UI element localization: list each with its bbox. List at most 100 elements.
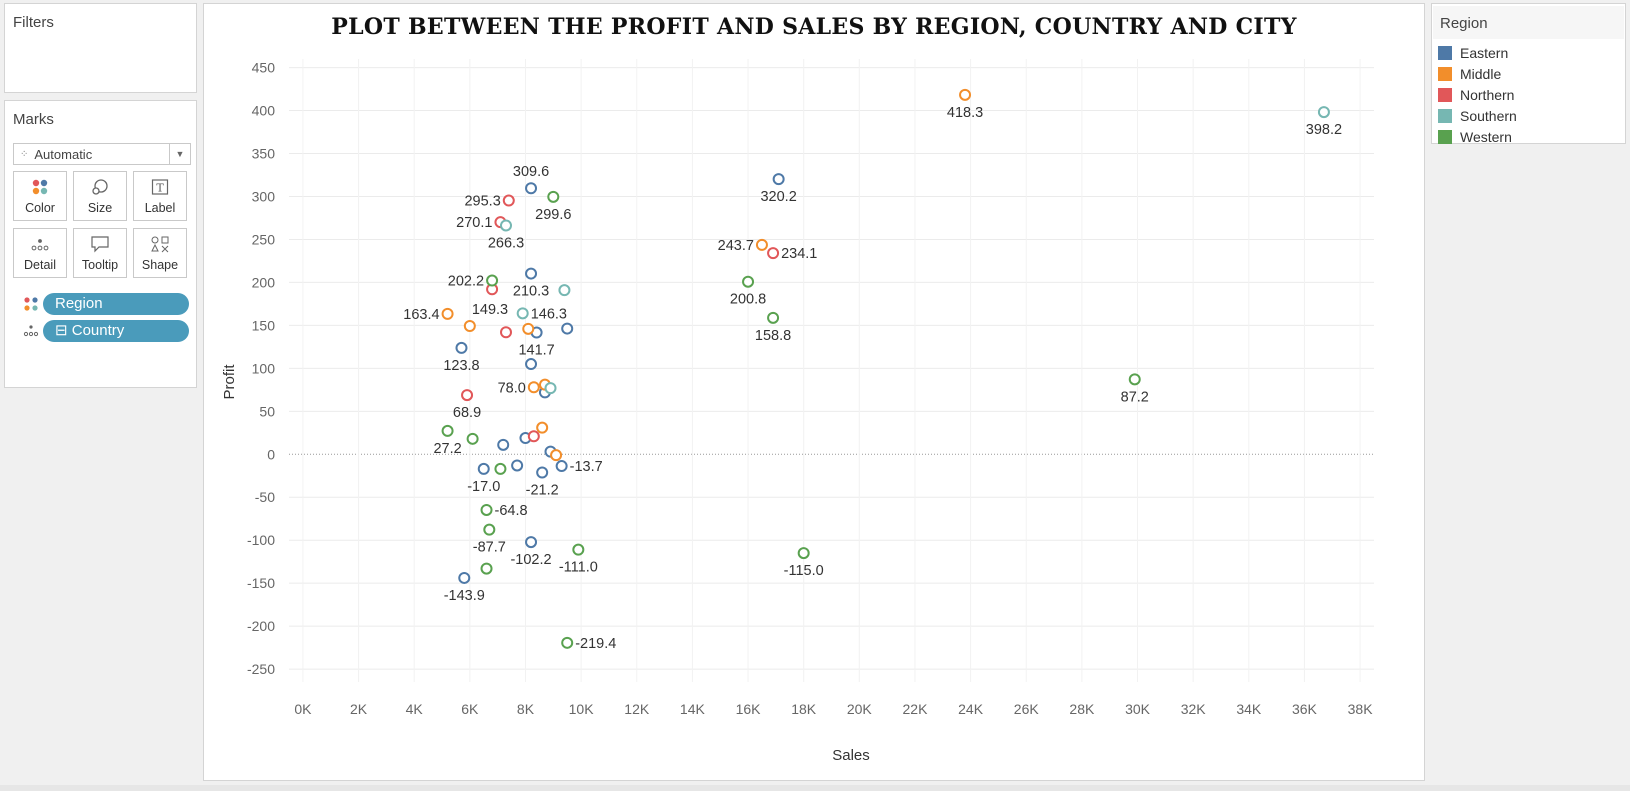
label-t-icon: T xyxy=(134,178,186,200)
point-northern[interactable] xyxy=(500,326,512,339)
filters-title: Filters xyxy=(13,14,54,31)
scatter-plot[interactable]: -250 -200 -150 -100 -50 0 50 100 150 200 250 300 350… xyxy=(204,4,1424,780)
data-label: -87.7 xyxy=(473,540,506,556)
data-label: 398.2 xyxy=(1306,122,1342,138)
point-western[interactable] xyxy=(483,523,496,536)
point-southern[interactable] xyxy=(558,284,571,297)
legend-item-southern[interactable]: Southern xyxy=(1438,107,1517,125)
point-western[interactable] xyxy=(494,462,507,475)
data-label: 266.3 xyxy=(488,235,524,251)
point-western[interactable] xyxy=(441,424,454,437)
point-western[interactable] xyxy=(486,274,499,287)
y-tick-label: -150 xyxy=(247,575,275,591)
point-middle[interactable] xyxy=(527,381,540,394)
point-western[interactable] xyxy=(572,543,585,556)
label-button[interactable]: T Label xyxy=(133,171,187,221)
point-eastern[interactable] xyxy=(477,462,490,475)
point-eastern[interactable] xyxy=(497,438,510,451)
point-eastern[interactable] xyxy=(458,571,471,584)
x-tick-label: 36K xyxy=(1292,701,1318,717)
legend-item-northern[interactable]: Northern xyxy=(1438,86,1514,104)
x-tick-label: 34K xyxy=(1236,701,1262,717)
point-western[interactable] xyxy=(797,547,810,560)
point-eastern[interactable] xyxy=(525,536,538,549)
sheet-tab-strip[interactable] xyxy=(0,785,1630,791)
x-tick-label: 32K xyxy=(1181,701,1207,717)
marks-card: Marks ⁘ Automatic ▼ Color Size T Label D… xyxy=(4,100,197,388)
x-tick-label: 18K xyxy=(791,701,817,717)
color-dots-icon xyxy=(23,296,39,312)
detail-button[interactable]: Detail xyxy=(13,228,67,278)
legend-label: Northern xyxy=(1460,87,1515,103)
point-middle[interactable] xyxy=(755,238,768,251)
x-tick-label: 20K xyxy=(847,701,873,717)
point-northern[interactable] xyxy=(527,430,540,443)
legend-item-middle[interactable]: Middle xyxy=(1438,65,1501,83)
tooltip-button[interactable]: Tooltip xyxy=(73,228,127,278)
point-southern[interactable] xyxy=(1317,106,1330,119)
legend-item-western[interactable]: Western xyxy=(1438,128,1512,146)
point-eastern[interactable] xyxy=(536,466,549,479)
point-eastern[interactable] xyxy=(561,322,574,335)
point-middle[interactable] xyxy=(463,319,476,332)
point-eastern[interactable] xyxy=(455,341,468,354)
x-tick-label: 14K xyxy=(680,701,706,717)
point-eastern[interactable] xyxy=(525,267,538,280)
point-northern[interactable] xyxy=(461,389,474,402)
point-middle[interactable] xyxy=(959,88,972,101)
point-middle[interactable] xyxy=(522,322,535,335)
color-dots-icon xyxy=(14,178,66,200)
point-northern[interactable] xyxy=(767,247,780,260)
point-western[interactable] xyxy=(767,311,780,324)
tooltip-bubble-icon xyxy=(74,235,126,257)
point-eastern[interactable] xyxy=(525,358,538,371)
data-label: 149.3 xyxy=(472,302,508,318)
y-axis-label: Profit xyxy=(221,364,238,400)
data-points[interactable] xyxy=(441,88,1330,649)
color-button[interactable]: Color xyxy=(13,171,67,221)
legend-label: Southern xyxy=(1460,108,1517,124)
legend-swatch-northern xyxy=(1438,88,1452,102)
point-western[interactable] xyxy=(561,636,574,649)
point-eastern[interactable] xyxy=(555,460,568,473)
point-eastern[interactable] xyxy=(772,173,785,186)
point-southern[interactable] xyxy=(500,219,512,232)
point-western[interactable] xyxy=(466,432,479,445)
point-eastern[interactable] xyxy=(511,459,524,472)
point-southern[interactable] xyxy=(516,307,529,320)
point-western[interactable] xyxy=(480,562,493,575)
point-western[interactable] xyxy=(742,275,755,288)
point-western[interactable] xyxy=(547,190,560,203)
point-eastern[interactable] xyxy=(525,182,538,195)
point-middle[interactable] xyxy=(550,449,563,462)
point-southern[interactable] xyxy=(544,382,557,395)
legend-item-eastern[interactable]: Eastern xyxy=(1438,44,1508,62)
y-tick-label: 150 xyxy=(252,317,276,333)
point-western[interactable] xyxy=(1128,373,1141,386)
legend-swatch-eastern xyxy=(1438,46,1452,60)
mark-type-dropdown[interactable]: ⁘ Automatic ▼ xyxy=(13,143,191,165)
data-label: -17.0 xyxy=(467,479,500,495)
chart-title: PLOT BETWEEN THE PROFIT AND SALES BY REG… xyxy=(331,14,1297,40)
data-label: 87.2 xyxy=(1121,389,1149,405)
data-label: -143.9 xyxy=(444,588,485,604)
chevron-down-icon[interactable]: ▼ xyxy=(169,144,190,164)
x-tick-label: 8K xyxy=(517,701,535,717)
country-pill[interactable]: ⊟ Country xyxy=(43,320,189,342)
point-northern[interactable] xyxy=(502,194,515,207)
region-legend[interactable]: Region Eastern Middle Northern Southern … xyxy=(1431,3,1626,146)
point-middle[interactable] xyxy=(441,307,454,320)
data-label: -64.8 xyxy=(495,503,528,519)
point-middle[interactable] xyxy=(536,421,549,434)
y-tick-label: -250 xyxy=(247,661,275,677)
y-tick-label: 100 xyxy=(252,360,276,376)
shape-button[interactable]: Shape xyxy=(133,228,187,278)
region-pill[interactable]: Region xyxy=(43,293,189,315)
size-button[interactable]: Size xyxy=(73,171,127,221)
x-tick-label: 2K xyxy=(350,701,368,717)
data-label: 200.8 xyxy=(730,292,766,308)
data-label: 295.3 xyxy=(464,194,500,210)
point-western[interactable] xyxy=(480,503,493,516)
filters-shelf[interactable]: Filters xyxy=(4,3,197,93)
data-labels: 309.6 320.2 210.3 141.7 123.8 -13.7 -17.0 -21.2… xyxy=(403,105,1342,652)
